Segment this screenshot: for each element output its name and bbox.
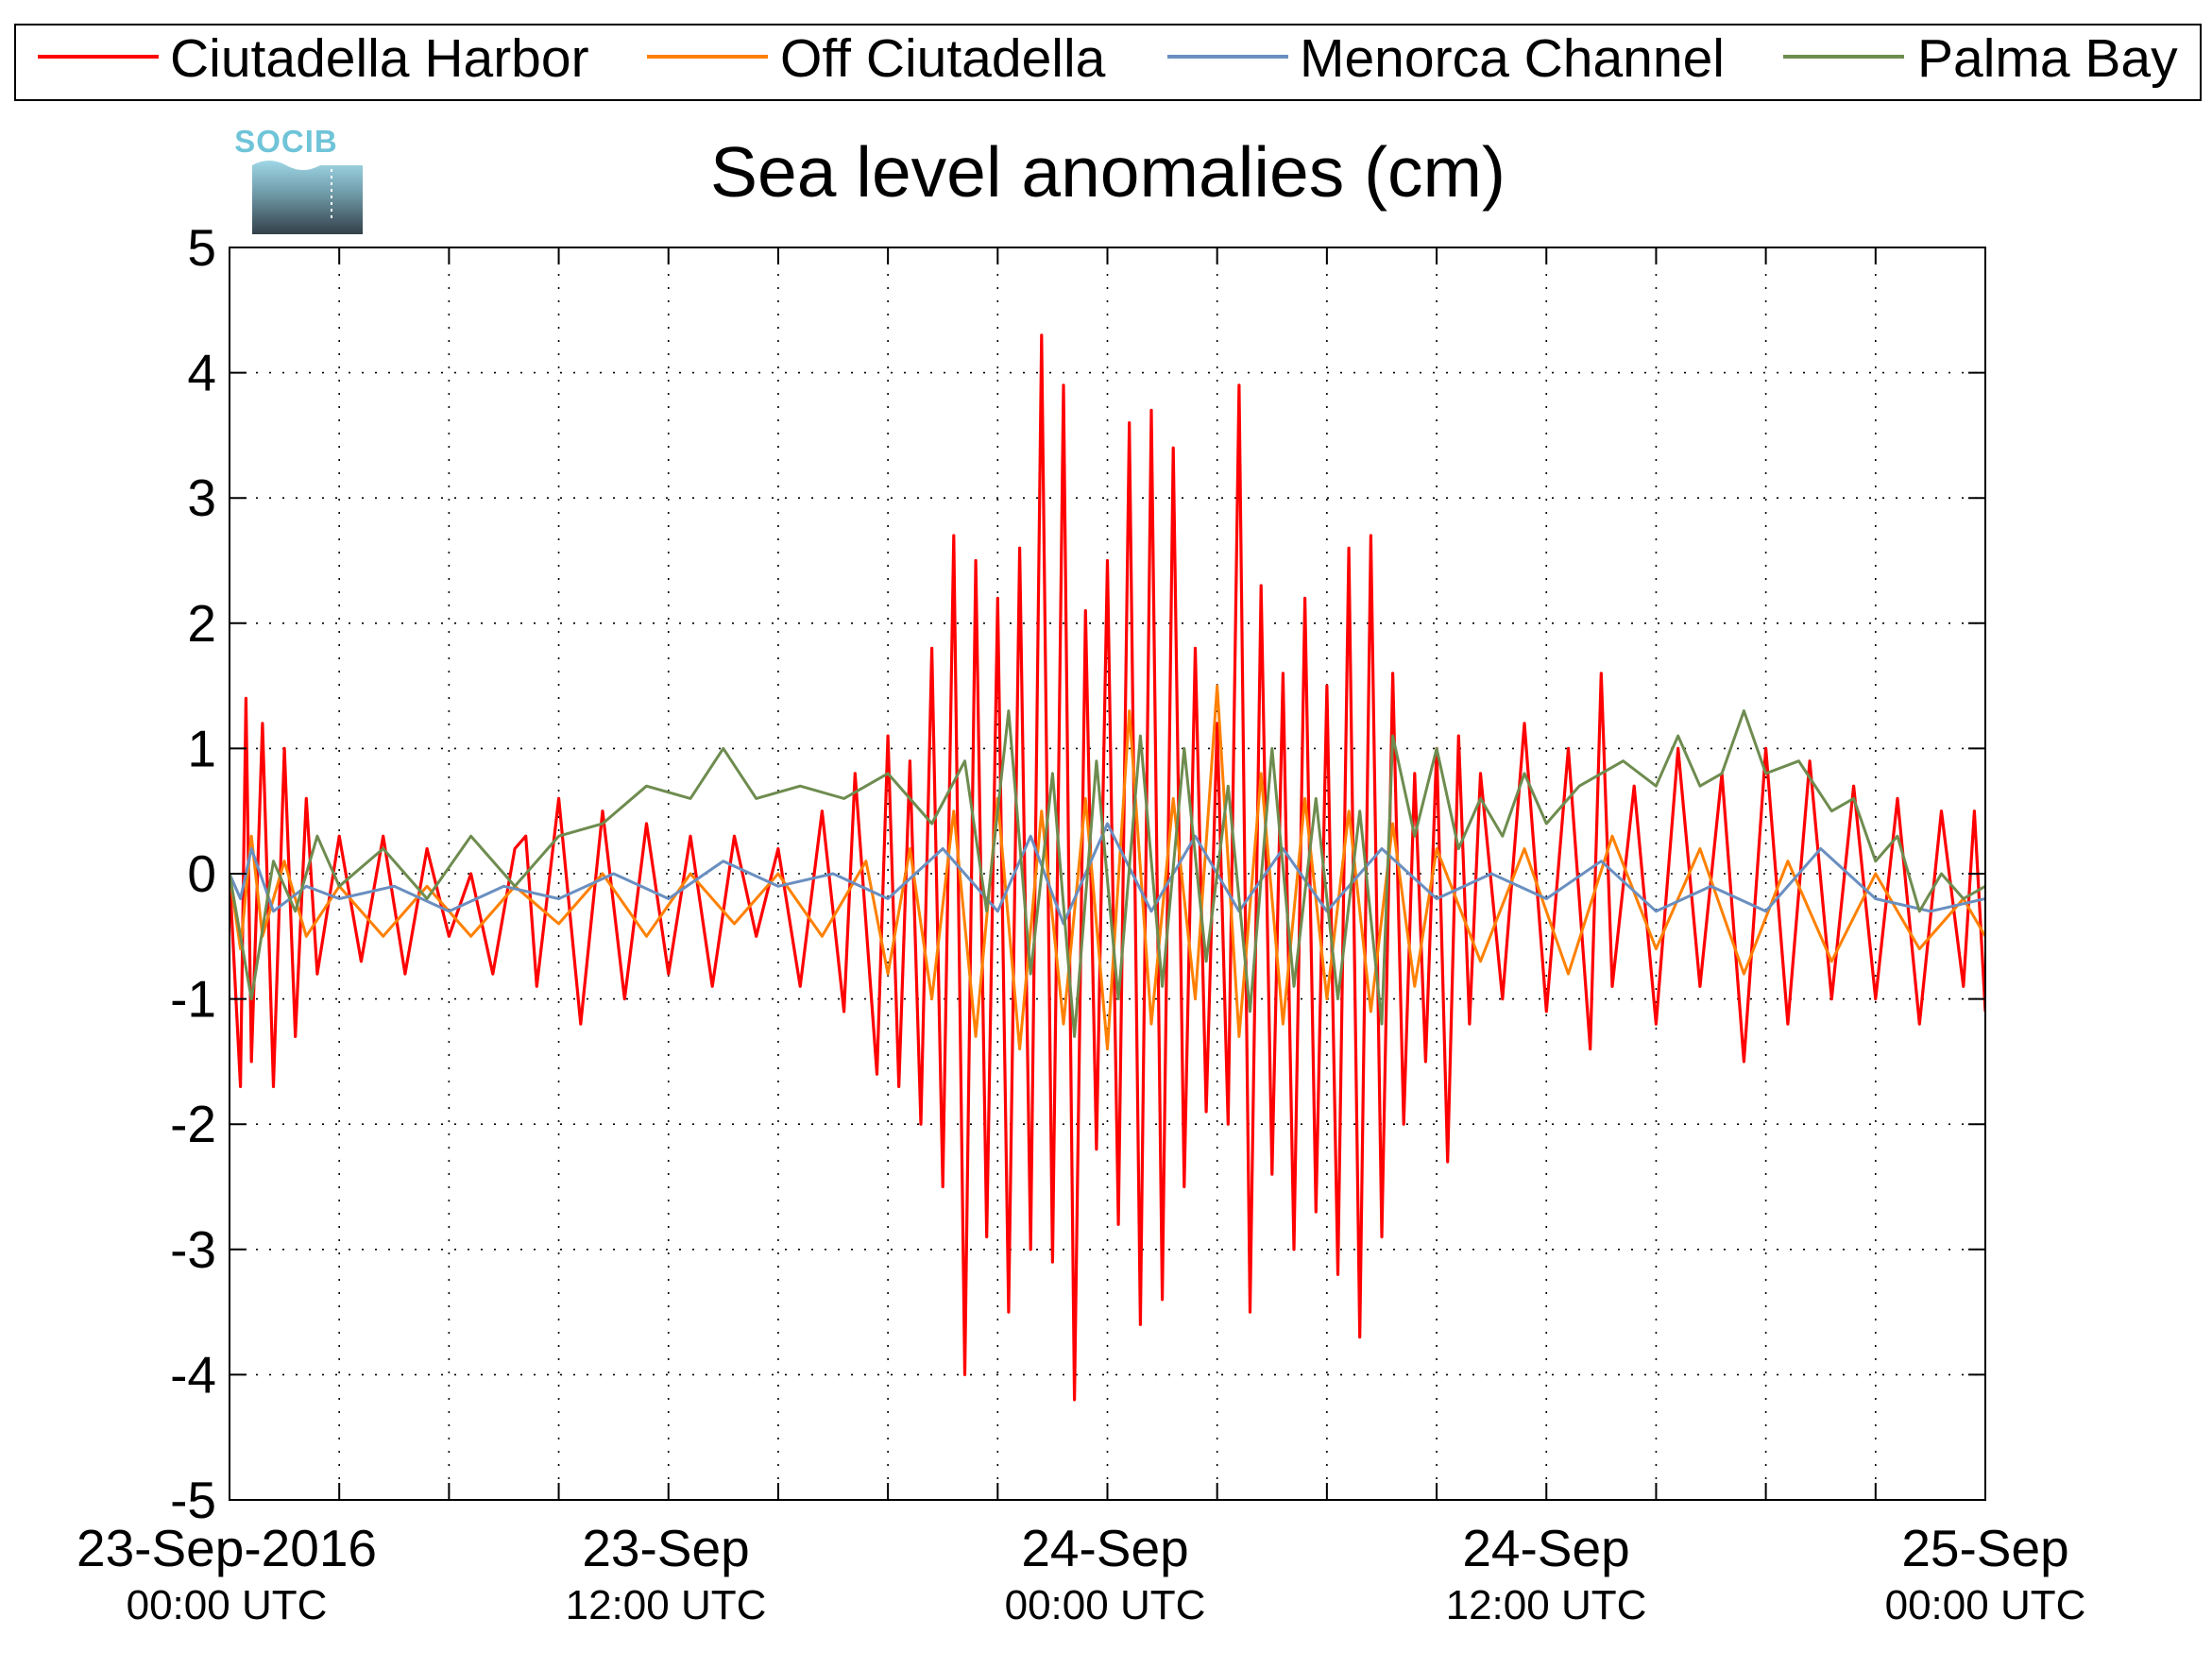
legend: Ciutadella Harbor Off Ciutadella Menorca C… <box>14 24 2202 101</box>
x-axis-tick-labels: 23-Sep-2016 00:00 UTC 23-Sep 12:00 UTC 24-Se… <box>77 1519 2085 1628</box>
logo-text: SOCIB <box>234 124 338 159</box>
legend-label: Ciutadella Harbor <box>170 28 589 89</box>
x-tick-label-time: 00:00 UTC <box>127 1582 328 1628</box>
legend-label: Palma Bay <box>1917 28 2178 89</box>
chart-title: Sea level anomalies (cm) <box>710 132 1506 212</box>
x-tick-label-date: 23-Sep <box>582 1519 749 1577</box>
x-tick-label-date: 24-Sep <box>1462 1519 1629 1577</box>
socib-logo: SOCIB <box>234 124 363 234</box>
logo-wave <box>252 161 363 234</box>
y-tick-label: 0 <box>187 844 216 903</box>
y-tick-label: 5 <box>187 218 216 277</box>
x-tick-label-time: 12:00 UTC <box>1446 1582 1647 1628</box>
y-tick-label: -5 <box>170 1471 216 1529</box>
y-tick-label: 2 <box>187 594 216 653</box>
x-tick-label-time: 12:00 UTC <box>566 1582 767 1628</box>
plot-frame <box>229 247 1986 1501</box>
x-tick-label-time: 00:00 UTC <box>1885 1582 2086 1628</box>
x-tick-label-date: 24-Sep <box>1021 1519 1188 1577</box>
y-tick-label: -1 <box>170 970 216 1029</box>
y-tick-label: 4 <box>187 344 216 402</box>
y-tick-label: 3 <box>187 468 216 527</box>
y-tick-label: -2 <box>170 1095 216 1153</box>
y-tick-label: -4 <box>170 1345 216 1404</box>
legend-box <box>14 24 2202 101</box>
series-line-menorca-channel <box>230 822 1985 926</box>
data-series <box>230 333 1985 1402</box>
plot-area <box>229 247 1986 1501</box>
x-tick-label-date: 23-Sep-2016 <box>77 1519 377 1577</box>
legend-label: Menorca Channel <box>1300 28 1725 89</box>
y-tick-label: 1 <box>187 719 216 777</box>
axis-ticks <box>230 247 1985 1501</box>
legend-label: Off Ciutadella <box>780 28 1106 89</box>
series-line-palma-bay <box>230 709 1985 1038</box>
y-tick-label: -3 <box>170 1220 216 1279</box>
series-line-off-ciutadella <box>230 684 1985 1051</box>
x-tick-label-time: 00:00 UTC <box>1005 1582 1206 1628</box>
y-axis-tick-labels: -5 -4 -3 -2 -1 0 1 2 3 4 5 <box>170 218 216 1529</box>
x-tick-label-date: 25-Sep <box>1901 1519 2068 1577</box>
grid-lines <box>230 247 1985 1500</box>
legend-items: Ciutadella Harbor Off Ciutadella Menorca C… <box>38 28 2178 89</box>
series-line-ciutadella-harbor <box>230 333 1985 1402</box>
